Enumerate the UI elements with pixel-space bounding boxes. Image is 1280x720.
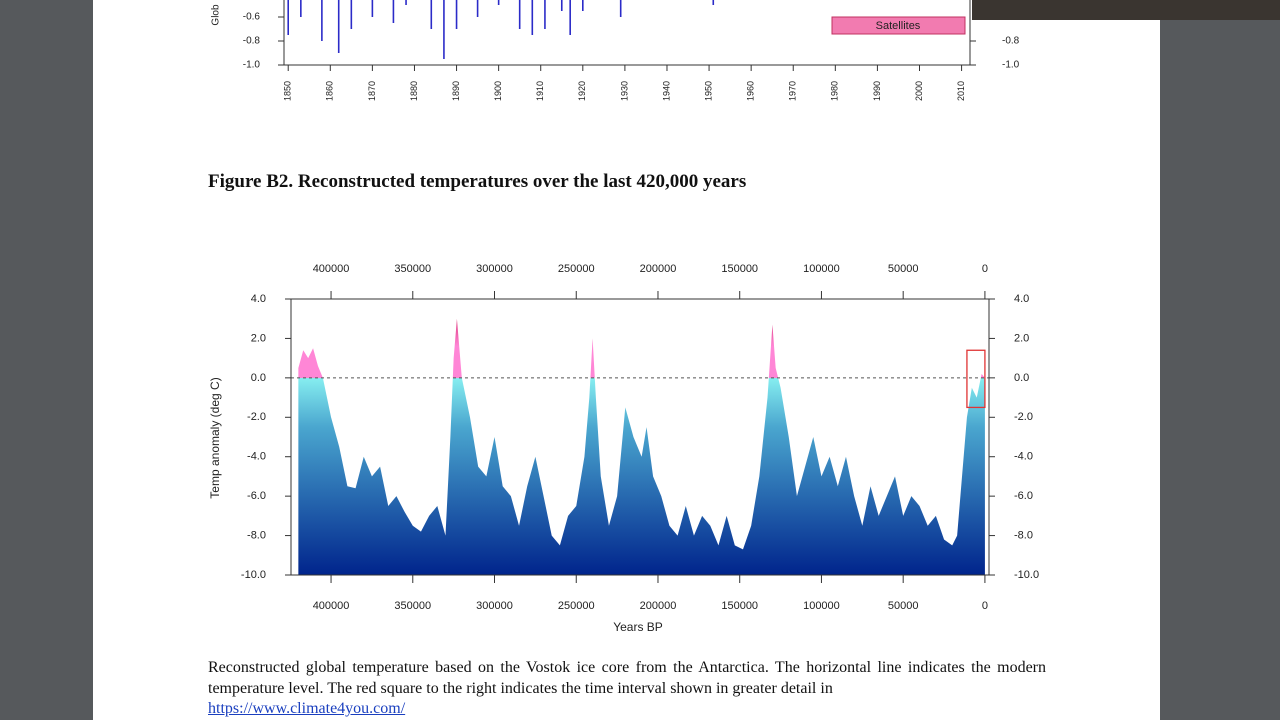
- y-tick-label: -0.6: [243, 12, 261, 23]
- x-tick-label: 1930: [619, 81, 629, 101]
- x-tick-label: 1900: [493, 81, 503, 101]
- y2-tick-label: -4.0: [1014, 451, 1033, 463]
- x-tick-label: 350000: [394, 600, 431, 612]
- y2-tick-label: 2.0: [1014, 332, 1029, 344]
- caption-text: Reconstructed global temperature based o…: [208, 659, 1046, 697]
- x-tick-label-top: 400000: [313, 263, 350, 275]
- x-tick-label-top: 50000: [888, 263, 919, 275]
- x-tick-label: 1950: [703, 81, 713, 101]
- x-tick-label-top: 300000: [476, 263, 513, 275]
- x-tick-label: 1960: [746, 81, 756, 101]
- x-axis-label: Years BP: [613, 620, 663, 634]
- x-tick-label: 1860: [325, 81, 335, 101]
- x-tick-label-top: 200000: [640, 263, 677, 275]
- legend-label: Satellites: [876, 20, 921, 32]
- x-tick-label-top: 0: [982, 263, 988, 275]
- plot-frame: [283, 0, 971, 66]
- y-tick-label: -8.0: [247, 529, 266, 541]
- x-tick-label: 300000: [476, 600, 513, 612]
- y-tick-label: -2.0: [247, 411, 266, 423]
- x-tick-label: 1920: [577, 81, 587, 101]
- x-tick-label: 1850: [283, 81, 293, 101]
- y-tick-label: -10.0: [241, 569, 266, 581]
- temperature-area: [298, 318, 985, 575]
- x-tick-label: 1970: [788, 81, 798, 101]
- y2-tick-label: -8.0: [1014, 529, 1033, 541]
- document-page: [93, 0, 1160, 720]
- x-tick-label-top: 100000: [803, 263, 840, 275]
- plot-frame: [290, 298, 990, 576]
- highlight-box: [966, 349, 986, 409]
- x-tick-label: 50000: [888, 600, 919, 612]
- x-tick-label: 400000: [313, 600, 350, 612]
- x-tick-label: 1890: [451, 81, 461, 101]
- x-tick-label-top: 250000: [558, 263, 595, 275]
- y-tick-label: -6.0: [247, 490, 266, 502]
- x-tick-label: 1980: [830, 81, 840, 101]
- y-tick-label: -1.0: [243, 60, 261, 71]
- y2-tick-label: 0.0: [1014, 372, 1029, 384]
- x-tick-label: 100000: [803, 600, 840, 612]
- x-tick-label: 1940: [661, 81, 671, 101]
- x-tick-label: 1910: [535, 81, 545, 101]
- y-tick-label: -0.8: [243, 36, 261, 47]
- x-tick-label: 2010: [956, 81, 966, 101]
- y2-tick-label: -6.0: [1014, 490, 1033, 502]
- y-tick-label: 2.0: [251, 332, 266, 344]
- x-tick-label-top: 350000: [394, 263, 431, 275]
- caption-link[interactable]: https://www.climate4you.com/: [208, 700, 406, 717]
- x-tick-label: 0: [982, 600, 988, 612]
- x-tick-label: 1870: [367, 81, 377, 101]
- caption: Reconstructed global temperature based o…: [208, 658, 1046, 720]
- y2-tick-label: 4.0: [1014, 293, 1029, 305]
- legend-swatch: [831, 16, 966, 35]
- y-axis-label: Temp anomaly (deg C): [208, 377, 222, 498]
- x-tick-label: 250000: [558, 600, 595, 612]
- y2-tick-label: -0.8: [1002, 36, 1020, 47]
- y-tick-label: -4.0: [247, 451, 266, 463]
- x-tick-label: 1880: [409, 81, 419, 101]
- x-tick-label: 150000: [721, 600, 758, 612]
- webcam-overlay: [972, 0, 1280, 20]
- x-tick-label: 1990: [872, 81, 882, 101]
- y2-tick-label: -2.0: [1014, 411, 1033, 423]
- x-tick-label: 200000: [640, 600, 677, 612]
- y-tick-label: 0.0: [251, 372, 266, 384]
- y2-tick-label: -1.0: [1002, 60, 1020, 71]
- y-tick-label: 4.0: [251, 293, 266, 305]
- y-axis-label: Glob: [211, 4, 222, 26]
- figure-title: Figure B2. Reconstructed temperatures ov…: [208, 171, 747, 192]
- y2-tick-label: -10.0: [1014, 569, 1039, 581]
- x-tick-label-top: 150000: [721, 263, 758, 275]
- x-tick-label: 2000: [914, 81, 924, 101]
